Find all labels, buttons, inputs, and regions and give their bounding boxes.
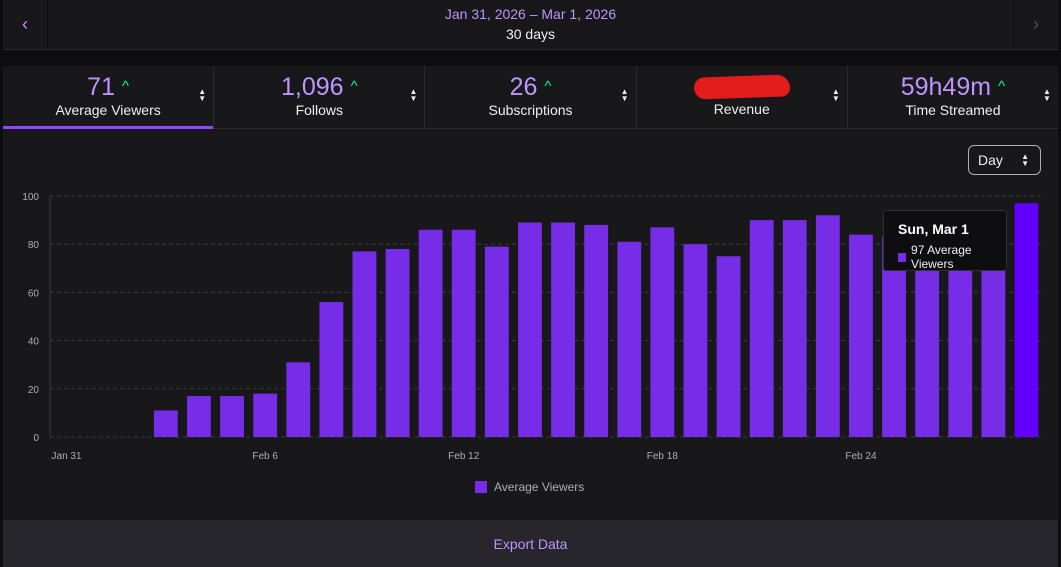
metric-label: Follows: [295, 102, 344, 118]
previous-period-button[interactable]: ‹: [3, 0, 48, 49]
average-viewers-chart: 0 20 40 60 80 100 Jan 31 Feb 6 Feb 12 Feb 18 Feb 2…: [22, 192, 1043, 462]
date-range-bar: ‹ Jan 31, 2026 – Mar 1, 2026 30 days ›: [3, 0, 1058, 50]
y-tick-label: 60: [28, 288, 40, 299]
date-range: Jan 31, 2026 – Mar 1, 2026 30 days: [47, 5, 1014, 43]
date-range-label: Jan 31, 2026 – Mar 1, 2026: [444, 6, 617, 22]
sort-icon: ▲ ▼: [1043, 87, 1051, 103]
bar: [253, 393, 278, 437]
tab-time-streamed[interactable]: 59h49m ^ Time Streamed ▲ ▼: [848, 66, 1058, 128]
bar: [187, 396, 211, 437]
metric-label: Subscriptions: [488, 102, 573, 118]
legend-swatch: [475, 481, 487, 493]
export-data-button[interactable]: Export Data: [3, 520, 1058, 567]
bar: [683, 244, 708, 437]
bar: [849, 234, 873, 437]
bar: [948, 236, 973, 437]
sort-icon: ▲ ▼: [620, 87, 629, 103]
trend-up-icon: ^: [544, 78, 552, 95]
tab-follows[interactable]: 1,096 ^ Follows ▲ ▼: [214, 66, 426, 128]
metric-value: 26: [509, 73, 538, 101]
x-tick-label: Feb 24: [845, 451, 877, 462]
chevron-left-icon: ‹: [22, 14, 28, 34]
bar: [385, 249, 410, 437]
metric-label: Revenue: [713, 101, 770, 117]
metric-tabs: 71 ^ Average Viewers ▲ ▼ 1,096 ^ Follows ▲ ▼…: [3, 66, 1058, 129]
chart-legend[interactable]: Average Viewers: [475, 480, 584, 494]
tooltip-value: 97 Average Viewers: [911, 243, 972, 271]
bar: [153, 410, 178, 437]
bar: [286, 362, 311, 437]
chevron-right-icon: ›: [1033, 14, 1039, 34]
bar: [915, 236, 940, 437]
select-arrows-icon: ▲ ▼: [1021, 152, 1029, 168]
granularity-select[interactable]: Day ▲ ▼: [968, 145, 1041, 175]
bar: [782, 220, 807, 437]
y-tick-label: 100: [22, 192, 39, 203]
metric-value: 1,096: [281, 73, 344, 101]
export-data-label: Export Data: [493, 535, 568, 552]
bar: [451, 229, 476, 437]
bar: [518, 222, 542, 437]
y-tick-label: 20: [28, 385, 40, 396]
bar: [882, 236, 906, 437]
tab-subscriptions[interactable]: 26 ^ Subscriptions ▲ ▼: [425, 66, 637, 128]
bar: [650, 227, 675, 437]
metric-value: 71: [87, 73, 115, 101]
sort-icon: ▲ ▼: [831, 87, 840, 103]
bar: [319, 302, 344, 437]
bar: [352, 251, 377, 437]
bar: [220, 396, 244, 437]
bar: [716, 256, 741, 437]
analytics-panel: 71 ^ Average Viewers ▲ ▼ 1,096 ^ Follows ▲ ▼…: [3, 66, 1058, 567]
x-tick-label: Feb 18: [647, 451, 679, 462]
tooltip-swatch: [898, 252, 907, 262]
granularity-value: Day: [978, 152, 1003, 168]
y-tick-label: 80: [28, 240, 40, 251]
metric-label: Average Viewers: [55, 102, 161, 118]
y-tick-label: 0: [33, 433, 39, 444]
metric-value: 59h49m: [900, 73, 992, 101]
tab-average-viewers[interactable]: 71 ^ Average Viewers ▲ ▼: [3, 66, 215, 129]
y-tick-label: 40: [28, 337, 40, 348]
trend-up-icon: ^: [350, 78, 358, 95]
bar: [617, 241, 642, 437]
bar: [981, 236, 1006, 437]
legend-label: Average Viewers: [494, 480, 585, 494]
trend-up-icon: ^: [998, 78, 1006, 95]
chart-tooltip: Sun, Mar 1 97 Average Viewers: [883, 210, 1007, 271]
bar: [1014, 203, 1039, 437]
metric-label: Time Streamed: [905, 102, 1001, 118]
bar: [418, 229, 443, 437]
x-tick-label: Feb 12: [448, 451, 480, 462]
x-tick-label: Jan 31: [52, 451, 82, 462]
sort-icon: ▲ ▼: [409, 87, 418, 103]
next-period-button[interactable]: ›: [1013, 0, 1058, 49]
bar: [749, 220, 774, 437]
bar: [551, 222, 575, 437]
duration-label: 30 days: [505, 26, 556, 42]
bar: [584, 224, 609, 437]
tooltip-date: Sun, Mar 1: [898, 221, 969, 237]
x-tick-label: Feb 6: [252, 451, 278, 462]
bar: [484, 246, 509, 437]
bar: [815, 215, 840, 437]
tab-revenue[interactable]: Revenue ▲ ▼: [637, 66, 848, 128]
trend-up-icon: ^: [121, 78, 130, 95]
sort-icon: ▲ ▼: [198, 87, 207, 103]
